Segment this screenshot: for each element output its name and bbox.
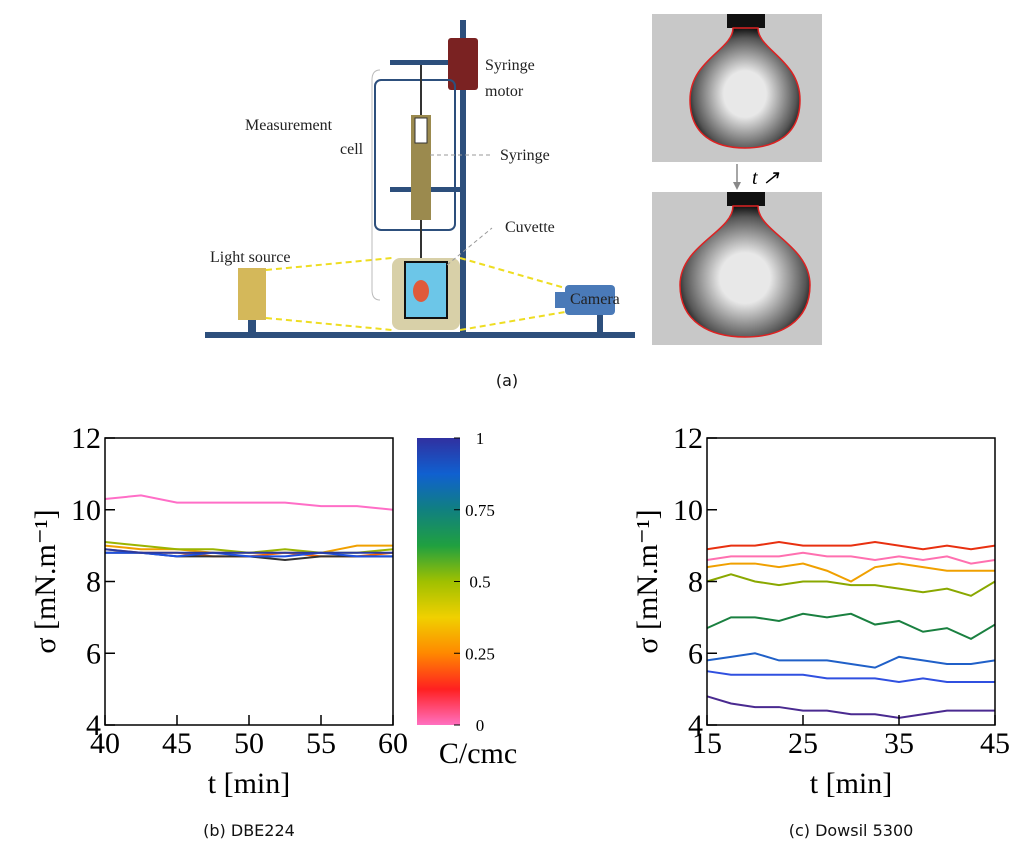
label: Measurement xyxy=(245,117,333,134)
brace xyxy=(371,69,381,301)
cuvette xyxy=(404,261,448,319)
series-line xyxy=(706,562,995,583)
colorbar-label: C/cmc xyxy=(439,737,517,770)
camera-stand xyxy=(597,315,603,332)
x-tick-label: 25 xyxy=(788,727,818,760)
pointer xyxy=(430,154,493,266)
y-axis-label: σ [mN.m⁻¹] xyxy=(631,509,664,653)
drop xyxy=(413,280,429,302)
camera-body xyxy=(565,285,615,315)
syringe-top xyxy=(414,117,428,144)
arrow-head xyxy=(733,182,741,190)
camera-lens xyxy=(555,292,567,308)
colorbar-tick-label: 0 xyxy=(476,716,485,735)
x-tick-label: 40 xyxy=(90,727,120,760)
y-axis-label: σ [mN.m⁻¹] xyxy=(29,509,62,653)
x-tick-label: 45 xyxy=(980,727,1010,760)
y-tick-label: 10 xyxy=(673,494,703,527)
x-axis-label: t [min] xyxy=(208,767,291,800)
colorbar-tick-label: 0.5 xyxy=(469,573,490,592)
series-line xyxy=(104,494,394,511)
label: Cuvette xyxy=(505,219,555,236)
series-line xyxy=(706,573,996,597)
x-tick-label: 55 xyxy=(306,727,336,760)
y-tick-label: 12 xyxy=(673,422,703,455)
series-line xyxy=(706,670,995,683)
label: cell xyxy=(340,141,364,158)
y-tick-label: 6 xyxy=(86,637,101,670)
label: Light source xyxy=(210,249,290,266)
drop-photos: t ↗ (a) xyxy=(496,14,822,390)
series-line xyxy=(706,652,996,669)
series-line xyxy=(706,695,995,719)
series-line xyxy=(706,541,996,551)
needle xyxy=(727,192,765,206)
light-stand xyxy=(248,320,256,332)
drop-profile xyxy=(679,205,811,338)
light xyxy=(238,268,266,320)
colorbar-tick-label: 1 xyxy=(476,429,485,448)
y-tick-label: 4 xyxy=(86,709,101,742)
time-label: t ↗ xyxy=(752,167,780,189)
x-tick-label: 60 xyxy=(378,727,408,760)
y-tick-label: 8 xyxy=(688,566,703,599)
needle xyxy=(727,14,765,28)
caption: (b) DBE224 xyxy=(203,821,295,840)
beam xyxy=(265,257,566,331)
colorbar xyxy=(417,438,460,725)
series-line xyxy=(706,551,996,565)
x-tick-label: 15 xyxy=(692,727,722,760)
label: Camera xyxy=(570,291,620,308)
x-tick-label: 50 xyxy=(234,727,264,760)
series-line xyxy=(706,612,996,641)
series-line xyxy=(105,551,393,558)
y-tick-label: 4 xyxy=(688,709,703,742)
motor xyxy=(448,38,478,90)
base xyxy=(205,332,635,338)
x-axis-label: t [min] xyxy=(810,767,893,800)
colorbar-tick-label: 0.25 xyxy=(465,644,495,663)
x-tick-label: 45 xyxy=(162,727,192,760)
setup-diagram: Syringe motor Measurement cell Syringe C… xyxy=(205,20,635,338)
caption: (c) Dowsil 5300 xyxy=(789,821,914,840)
y-tick-label: 6 xyxy=(688,637,703,670)
y-tick-label: 10 xyxy=(71,494,101,527)
label: Syringe xyxy=(500,147,550,164)
label: motor xyxy=(485,83,524,100)
x-tick-label: 35 xyxy=(884,727,914,760)
pole xyxy=(460,20,466,338)
colorbar-tick-label: 0.75 xyxy=(465,501,495,520)
series-line xyxy=(104,548,393,554)
arm xyxy=(390,60,470,65)
y-tick-label: 12 xyxy=(71,422,101,455)
label: Syringe xyxy=(485,57,535,74)
drop-profile xyxy=(689,27,801,149)
caption: (a) xyxy=(496,371,518,390)
y-tick-label: 8 xyxy=(86,566,101,599)
plot-frame xyxy=(104,437,394,726)
